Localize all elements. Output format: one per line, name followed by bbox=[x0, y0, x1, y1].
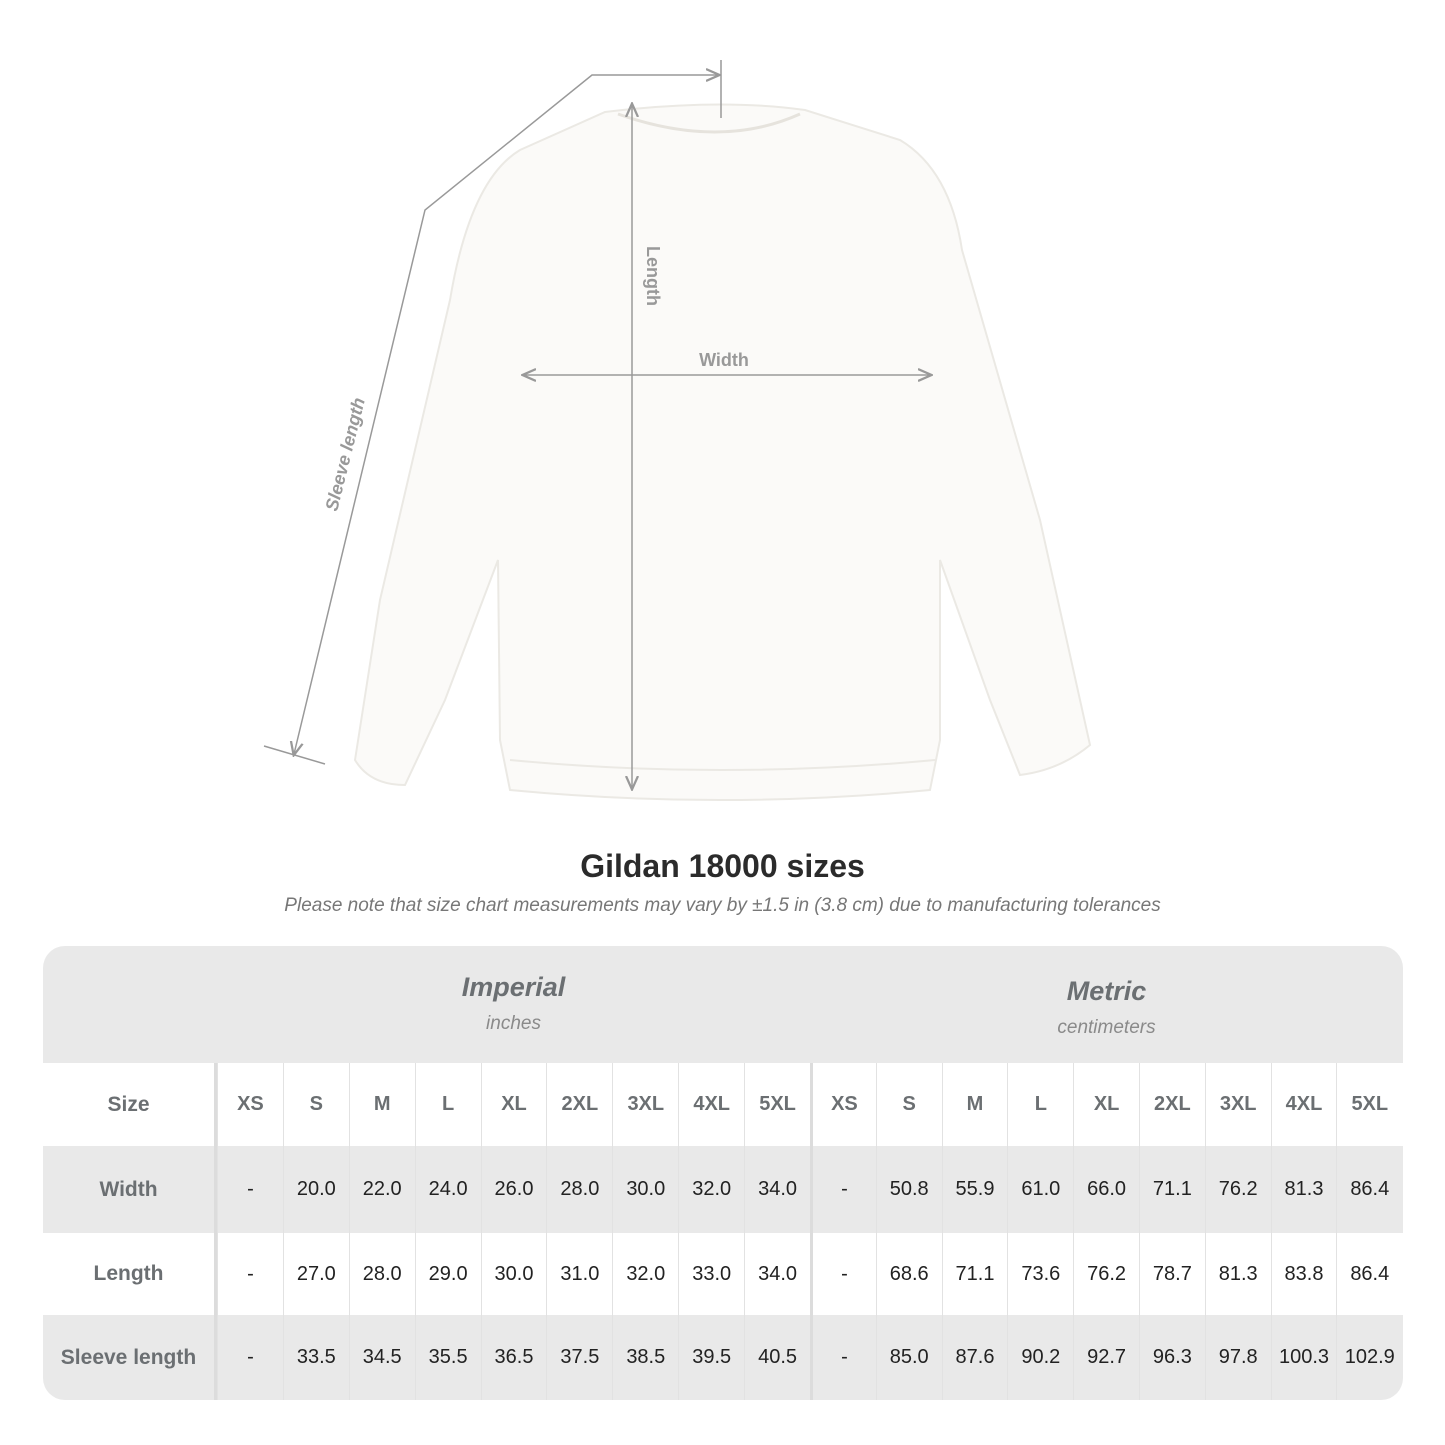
row-label: Width bbox=[43, 1146, 217, 1233]
metric-size-header: 3XL bbox=[1204, 1063, 1271, 1146]
imperial-value-cell: 36.5 bbox=[480, 1315, 547, 1400]
metric-value-cell: 96.3 bbox=[1139, 1315, 1205, 1400]
metric-value-cell: 50.8 bbox=[875, 1146, 942, 1233]
imperial-value-cell: 39.5 bbox=[678, 1315, 744, 1400]
imperial-size-header: 2XL bbox=[546, 1063, 612, 1146]
metric-value-cell: 71.1 bbox=[1139, 1146, 1205, 1233]
imperial-size-header: M bbox=[348, 1063, 415, 1146]
metric-value-cell: 81.3 bbox=[1204, 1233, 1271, 1315]
metric-value-cell: 78.7 bbox=[1139, 1233, 1205, 1315]
row-label: Length bbox=[43, 1233, 217, 1315]
imperial-size-header: 5XL bbox=[744, 1063, 810, 1146]
imperial-value-cell: 26.0 bbox=[480, 1146, 547, 1233]
metric-value-cell: 68.6 bbox=[875, 1233, 942, 1315]
metric-value-cell: 86.4 bbox=[1336, 1233, 1402, 1315]
imperial-value-cell: 29.0 bbox=[414, 1233, 481, 1315]
metric-value-cell: 86.4 bbox=[1336, 1146, 1402, 1233]
imperial-size-header: 4XL bbox=[678, 1063, 744, 1146]
metric-size-header: L bbox=[1007, 1063, 1073, 1146]
imperial-value-cell: 22.0 bbox=[348, 1146, 415, 1233]
metric-size-header: 4XL bbox=[1270, 1063, 1337, 1146]
metric-value-cell: 92.7 bbox=[1073, 1315, 1139, 1400]
imperial-value-cell: 27.0 bbox=[282, 1233, 349, 1315]
table-row: Sleeve length -33.5 34.5 35.5 36.5 37.5 38.5 39… bbox=[43, 1315, 1403, 1400]
imperial-value-cell: - bbox=[217, 1315, 283, 1400]
metric-value-cell: 100.3 bbox=[1270, 1315, 1337, 1400]
metric-value-cell: - bbox=[810, 1315, 876, 1400]
imperial-size-header: XS bbox=[217, 1063, 283, 1146]
metric-title: Metric bbox=[1066, 976, 1147, 1006]
size-label: Size bbox=[43, 1063, 217, 1146]
metric-value-cell: 87.6 bbox=[941, 1315, 1008, 1400]
width-label: Width bbox=[699, 350, 749, 370]
metric-value-cell: 76.2 bbox=[1073, 1233, 1139, 1315]
imperial-value-cell: 40.5 bbox=[744, 1315, 810, 1400]
imperial-value-cell: 30.0 bbox=[480, 1233, 547, 1315]
sleeve-arrow bbox=[294, 75, 718, 754]
imperial-value-cell: 33.5 bbox=[282, 1315, 349, 1400]
imperial-value-cell: 34.0 bbox=[744, 1233, 810, 1315]
imperial-size-header: L bbox=[414, 1063, 481, 1146]
table-row: Length -27.0 28.0 29.0 30.0 31.0 32.0 33.0 34.0-… bbox=[43, 1233, 1403, 1315]
imperial-value-cell: 30.0 bbox=[612, 1146, 678, 1233]
imperial-size-header: 3XL bbox=[612, 1063, 678, 1146]
imperial-value-cell: - bbox=[217, 1146, 283, 1233]
metric-value-cell: 61.0 bbox=[1007, 1146, 1073, 1233]
imperial-value-cell: 28.0 bbox=[546, 1146, 612, 1233]
metric-value-cell: 73.6 bbox=[1007, 1233, 1073, 1315]
imperial-value-cell: 28.0 bbox=[348, 1233, 415, 1315]
page-title: Gildan 18000 sizes bbox=[580, 848, 865, 884]
imperial-size-header: XL bbox=[480, 1063, 547, 1146]
metric-size-header: XL bbox=[1073, 1063, 1139, 1146]
size-header-row: Size XS S M L XL 2XL 3XL 4XL 5XL XS S M L XL 2XL 3XL 4XL 5… bbox=[43, 1063, 1403, 1146]
metric-value-cell: 71.1 bbox=[941, 1233, 1008, 1315]
metric-value-cell: 55.9 bbox=[941, 1146, 1008, 1233]
metric-unit: centimeters bbox=[1057, 1017, 1156, 1038]
metric-size-header: 2XL bbox=[1139, 1063, 1205, 1146]
metric-value-cell: 85.0 bbox=[875, 1315, 942, 1400]
metric-header: Metric centimeters bbox=[810, 976, 1403, 1039]
sleeve-length-label: Sleeve length bbox=[321, 396, 368, 513]
imperial-value-cell: 32.0 bbox=[678, 1146, 744, 1233]
metric-size-header: XS bbox=[810, 1063, 876, 1146]
metric-value-cell: 97.8 bbox=[1204, 1315, 1271, 1400]
imperial-size-header: S bbox=[282, 1063, 349, 1146]
row-label: Sleeve length bbox=[43, 1315, 217, 1400]
metric-value-cell: 81.3 bbox=[1270, 1146, 1337, 1233]
table-row: Width -20.0 22.0 24.0 26.0 28.0 30.0 32.0 34.0-5… bbox=[43, 1146, 1403, 1233]
imperial-value-cell: - bbox=[217, 1233, 283, 1315]
imperial-value-cell: 32.0 bbox=[612, 1233, 678, 1315]
sweatshirt-diagram: Length Width Sleeve length bbox=[263, 60, 1092, 801]
metric-size-header: S bbox=[875, 1063, 942, 1146]
metric-value-cell: 83.8 bbox=[1270, 1233, 1337, 1315]
metric-value-cell: 66.0 bbox=[1073, 1146, 1139, 1233]
unit-header: Imperial inches Metric centimeters bbox=[43, 946, 1403, 1063]
sweatshirt-image bbox=[353, 103, 1092, 801]
imperial-value-cell: 34.5 bbox=[348, 1315, 415, 1400]
metric-value-cell: 102.9 bbox=[1336, 1315, 1402, 1400]
imperial-value-cell: 24.0 bbox=[414, 1146, 481, 1233]
imperial-value-cell: 34.0 bbox=[744, 1146, 810, 1233]
imperial-value-cell: 35.5 bbox=[414, 1315, 481, 1400]
length-label: Length bbox=[643, 246, 663, 306]
imperial-value-cell: 33.0 bbox=[678, 1233, 744, 1315]
metric-value-cell: - bbox=[810, 1146, 876, 1233]
metric-size-header: 5XL bbox=[1336, 1063, 1402, 1146]
metric-value-cell: 76.2 bbox=[1204, 1146, 1271, 1233]
imperial-value-cell: 31.0 bbox=[546, 1233, 612, 1315]
metric-value-cell: - bbox=[810, 1233, 876, 1315]
metric-value-cell: 90.2 bbox=[1007, 1315, 1073, 1400]
imperial-value-cell: 37.5 bbox=[546, 1315, 612, 1400]
imperial-unit: inches bbox=[486, 1013, 541, 1034]
imperial-title: Imperial bbox=[461, 972, 566, 1002]
metric-size-header: M bbox=[941, 1063, 1008, 1146]
imperial-value-cell: 38.5 bbox=[612, 1315, 678, 1400]
size-table: Imperial inches Metric centimeters Size X… bbox=[43, 946, 1403, 1400]
imperial-value-cell: 20.0 bbox=[282, 1146, 349, 1233]
tolerance-note: Please note that size chart measurements… bbox=[284, 895, 1161, 916]
imperial-header: Imperial inches bbox=[217, 972, 810, 1035]
